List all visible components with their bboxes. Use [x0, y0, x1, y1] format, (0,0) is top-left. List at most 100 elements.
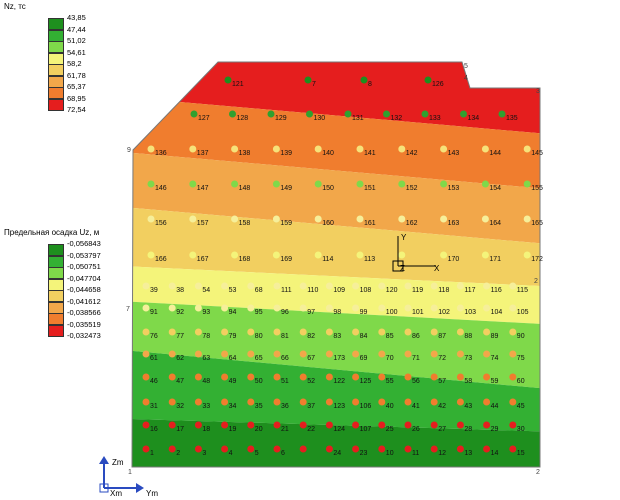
pile-point: [440, 215, 448, 223]
pile-point: [247, 350, 255, 358]
pile-label: 170: [448, 256, 460, 263]
pile-point: [509, 421, 517, 429]
pile-point: [352, 350, 360, 358]
pile-label: 124: [333, 426, 345, 433]
pile-label: 140: [322, 150, 334, 157]
pile-label: 63: [202, 355, 210, 362]
pile-point: [456, 421, 464, 429]
pile-point: [509, 282, 517, 290]
pile-point: [325, 421, 333, 429]
pile-point: [430, 421, 438, 429]
pile-point: [247, 282, 255, 290]
pile-label: 45: [517, 403, 525, 410]
pile-label: 82: [307, 333, 315, 340]
pile-label: 60: [517, 378, 525, 385]
pile-label: 42: [438, 403, 446, 410]
pile-point: [168, 350, 176, 358]
legend-settlement-title: Предельная осадка Uz, м: [4, 228, 100, 237]
pile-label: 162: [406, 220, 418, 227]
pile-label: 157: [197, 220, 209, 227]
pile-point: [378, 328, 386, 336]
pile-label: 115: [517, 287, 528, 294]
pile-label: 125: [360, 378, 372, 385]
pile-point: [523, 251, 531, 259]
legend-force-row: 72,54: [4, 105, 86, 122]
pile-point: [483, 398, 491, 406]
pile-label: 81: [281, 333, 289, 340]
pile-point: [168, 373, 176, 381]
pile-label: 68: [255, 287, 263, 294]
pile-label: 26: [412, 426, 420, 433]
pile-point: [378, 350, 386, 358]
pile-point: [352, 304, 360, 312]
pile-label: 116: [491, 287, 502, 294]
axis-zm: Zm: [112, 458, 124, 467]
legend-force-tick-label: 68,95: [67, 93, 86, 103]
pile-label: 73: [464, 355, 472, 362]
pile-label: 126: [432, 81, 444, 88]
pile-label: 46: [150, 378, 158, 385]
pile-label: 143: [448, 150, 460, 157]
pile-label: 29: [491, 426, 499, 433]
pile-point: [483, 421, 491, 429]
legend-force-row: 68,95: [4, 94, 86, 111]
pile-label: 4: [229, 450, 233, 457]
pile-point: [142, 373, 150, 381]
pile-label: 37: [307, 403, 315, 410]
pile-point: [523, 180, 531, 188]
axis-ym: Ym: [146, 489, 158, 498]
pile-point: [299, 328, 307, 336]
pile-point: [430, 445, 438, 453]
pile-label: 62: [176, 355, 184, 362]
pile-point: [398, 251, 406, 259]
local-axis-triad: Y Z X: [392, 233, 440, 273]
axis-x-local: X: [434, 264, 440, 273]
pile-label: 98: [333, 309, 341, 316]
pile-point: [272, 180, 280, 188]
pile-label: 41: [412, 403, 420, 410]
pile-point: [398, 180, 406, 188]
pile-point: [352, 445, 360, 453]
pile-label: 57: [438, 378, 446, 385]
pile-point: [398, 215, 406, 223]
pile-point: [523, 145, 531, 153]
pile-label: 12: [438, 450, 446, 457]
pile-label: 21: [281, 426, 289, 433]
pile-label: 171: [489, 256, 501, 263]
pile-label: 19: [229, 426, 237, 433]
pile-label: 94: [229, 309, 237, 316]
legend-force-title: Nz, тс: [4, 2, 26, 11]
pile-point: [383, 110, 390, 118]
pile-point: [189, 180, 197, 188]
pile-point: [221, 398, 229, 406]
pile-point: [221, 350, 229, 358]
pile-label: 134: [468, 115, 480, 122]
legend-settlement-tick-label: -0,041612: [67, 296, 101, 306]
pile-point: [352, 421, 360, 429]
pile-point: [325, 328, 333, 336]
pile-label: 145: [531, 150, 543, 157]
pile-label: 83: [333, 333, 341, 340]
slab-outline: [131, 61, 541, 468]
pile-label: 139: [280, 150, 292, 157]
pile-point: [460, 110, 467, 118]
pile-label: 28: [464, 426, 472, 433]
pile-label: 59: [491, 378, 499, 385]
contour-band: [132, 300, 540, 390]
pile-label: 128: [237, 115, 249, 122]
pile-label: 7: [312, 81, 316, 88]
pile-point: [299, 421, 307, 429]
corner-label: 4: [464, 75, 468, 82]
pile-point: [273, 328, 281, 336]
pile-point: [481, 180, 489, 188]
pile-label: 20: [255, 426, 263, 433]
pile-label: 72: [438, 355, 446, 362]
pile-point: [299, 373, 307, 381]
pile-label: 10: [386, 450, 394, 457]
pile-label: 141: [364, 150, 376, 157]
pile-point: [221, 445, 229, 453]
pile-label: 32: [176, 403, 184, 410]
pile-label: 66: [281, 355, 289, 362]
pile-label: 108: [360, 287, 372, 294]
pile-label: 146: [155, 185, 167, 192]
